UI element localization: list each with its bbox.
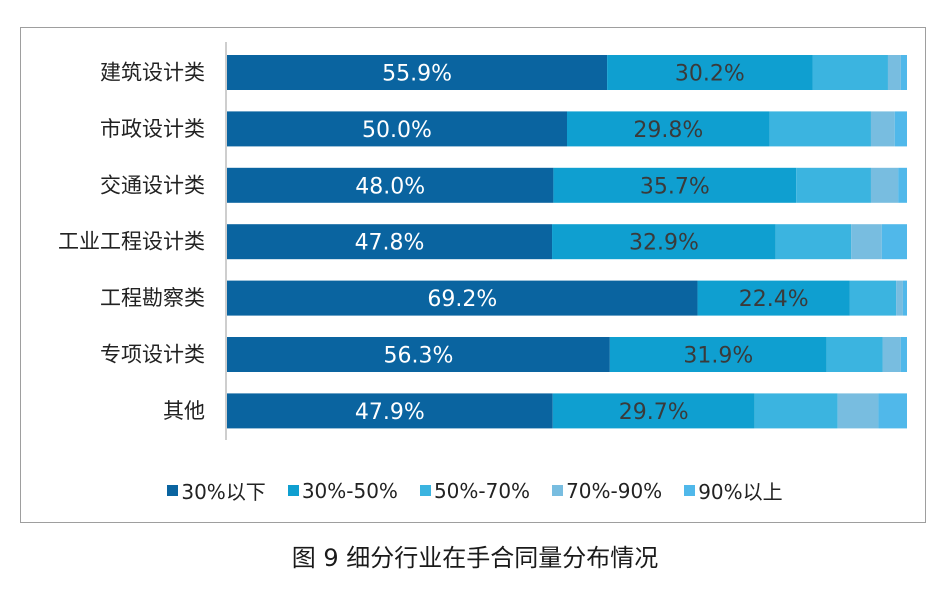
bar-segment — [887, 55, 901, 90]
bar-segment — [227, 224, 553, 260]
data-label: 32.9% — [629, 231, 699, 256]
bar-segment — [227, 393, 553, 429]
bar-segment — [567, 111, 770, 147]
data-label: 50.0% — [362, 118, 432, 143]
bar-segment — [607, 55, 813, 90]
data-label: 69.2% — [427, 287, 497, 312]
category-label: 交通设计类 — [100, 173, 205, 197]
bar-segment — [896, 280, 903, 316]
data-label: 35.7% — [640, 174, 710, 199]
data-label: 31.9% — [683, 344, 753, 369]
bar-segment — [881, 224, 907, 260]
bar-segment — [898, 167, 907, 203]
bar-segment — [826, 337, 883, 372]
data-label: 47.8% — [355, 231, 425, 256]
data-label: 55.9% — [382, 62, 452, 87]
bar-segment — [754, 393, 838, 429]
category-label: 工业工程设计类 — [58, 230, 205, 254]
bar-segment — [769, 111, 871, 147]
legend-swatch — [552, 485, 564, 496]
bar-segment — [882, 337, 901, 372]
figure-caption: 图 9 细分行业在手合同量分布情况 — [291, 544, 659, 572]
category-label: 建筑设计类 — [100, 61, 205, 85]
bar-segment — [812, 55, 888, 90]
bar-segment — [697, 280, 850, 316]
bar-segment — [553, 167, 797, 203]
bar-segment — [227, 280, 698, 316]
category-label: 其他 — [163, 399, 205, 423]
bar-segment — [900, 337, 907, 372]
legend-label: 50%-70% — [433, 478, 531, 503]
legend: 30%以下 30%-50% 50%-70% 70%-90% 90%以上 — [0, 476, 950, 505]
bar-segment — [552, 393, 755, 429]
legend-swatch — [287, 485, 299, 496]
bar-segment — [849, 280, 897, 316]
legend-label: 30%-50% — [301, 478, 398, 503]
bar-segment — [552, 224, 776, 260]
legend-item: 90%以上 — [684, 476, 783, 505]
category-label: 工程勘察类 — [100, 286, 205, 310]
legend-item: 50%-70% — [419, 476, 531, 505]
data-label: 47.9% — [355, 400, 425, 425]
data-label: 29.8% — [633, 118, 703, 143]
data-label: 30.2% — [675, 62, 745, 87]
legend-swatch — [419, 485, 431, 496]
data-label: 22.4% — [739, 287, 809, 312]
data-label: 29.7% — [619, 400, 689, 425]
bar-segment — [837, 393, 879, 429]
bar-segment — [851, 224, 882, 260]
legend-item: 30%-50% — [287, 476, 398, 505]
bar-segment — [227, 55, 608, 90]
bar-segment — [227, 167, 554, 203]
bar-segment — [870, 167, 899, 203]
bar-segment — [894, 111, 907, 147]
bar-segment — [227, 111, 567, 147]
bar-segment — [796, 167, 871, 203]
bar-segment — [902, 280, 907, 316]
bar-segment — [775, 224, 852, 260]
bar-segment — [900, 55, 907, 90]
legend-label: 90%以上 — [698, 480, 783, 504]
legend-swatch — [167, 485, 179, 496]
data-label: 56.3% — [383, 344, 453, 369]
category-label: 市政设计类 — [100, 117, 205, 141]
chart-frame — [20, 27, 926, 523]
bar-series — [227, 55, 907, 429]
legend-item: 30%以下 — [167, 476, 266, 505]
bar-segment — [609, 337, 827, 372]
bar-segment — [227, 337, 610, 372]
category-label: 专项设计类 — [100, 343, 205, 367]
legend-label: 70%-90% — [566, 478, 663, 503]
data-label: 48.0% — [355, 174, 425, 199]
bar-segment — [878, 393, 907, 429]
legend-label: 30%以下 — [181, 480, 266, 504]
legend-swatch — [684, 485, 696, 496]
bar-segment — [870, 111, 895, 147]
legend-item: 70%-90% — [552, 476, 662, 505]
value-labels: 55.9% 30.2% 50.0% 29.8% 48.0% 35.7% 47.8% 32.9%… — [355, 62, 809, 425]
